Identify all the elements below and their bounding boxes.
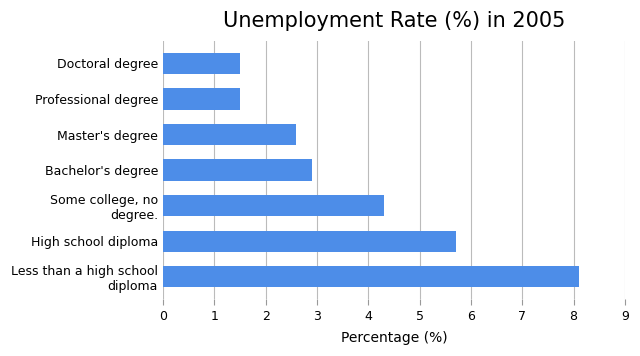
Bar bbox=[163, 124, 296, 145]
X-axis label: Percentage (%): Percentage (%) bbox=[340, 331, 447, 345]
Bar bbox=[163, 195, 384, 216]
Bar bbox=[163, 88, 240, 110]
Title: Unemployment Rate (%) in 2005: Unemployment Rate (%) in 2005 bbox=[223, 11, 565, 31]
Bar bbox=[163, 266, 579, 287]
Bar bbox=[163, 159, 312, 181]
Bar bbox=[163, 231, 456, 252]
Bar bbox=[163, 53, 240, 74]
